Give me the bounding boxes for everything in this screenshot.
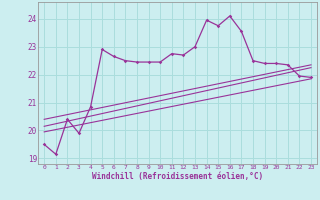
X-axis label: Windchill (Refroidissement éolien,°C): Windchill (Refroidissement éolien,°C) [92,172,263,181]
